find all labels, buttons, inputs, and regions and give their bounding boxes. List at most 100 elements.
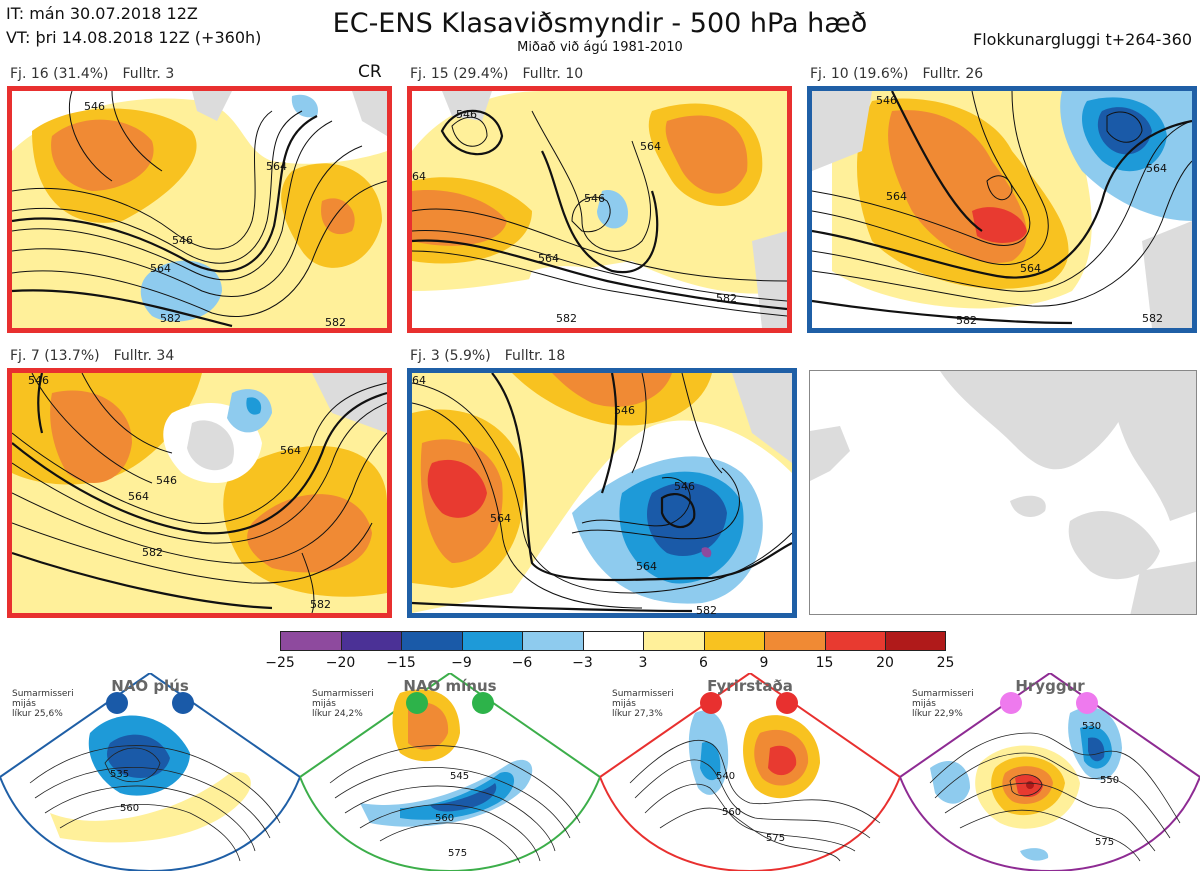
panel-4-rep: Fulltr. 34 [113, 348, 175, 364]
cluster-map-2 [407, 86, 792, 333]
panel-2-rep: Fulltr. 10 [522, 66, 584, 82]
panel-3-cluster: Fj. 10 (19.6%) [810, 66, 909, 82]
colorbar-swatch [824, 631, 885, 651]
p2-label-564-a: 564 [640, 140, 661, 153]
regime-ridge: Hryggur Sumarmisseri mijás líkur 22,9% 530… [900, 673, 1200, 871]
regime-4-dot-left [1000, 692, 1022, 714]
regime-3-dot-left [700, 692, 722, 714]
regime-blocking: Fyrirstaða Sumarmisseri mijás líkur 27,3% … [600, 673, 900, 871]
regime-1-dot-right [172, 692, 194, 714]
regime-2-note: Sumarmisseri mijás líkur 24,2% [312, 689, 374, 719]
regime-4-dot-right [1076, 692, 1098, 714]
p5-label-582: 582 [696, 604, 717, 617]
p5-label-64: 64 [412, 374, 426, 387]
page-title: EC-ENS Klasaviðsmyndir - 500 hPa hæð [332, 8, 868, 39]
colorbar-swatch [885, 631, 946, 651]
regime-1-note: Sumarmisseri mijás líkur 25,6% [12, 689, 74, 719]
regime-3-label-a: 540 [716, 771, 736, 782]
p3-label-582-b: 582 [1142, 312, 1163, 325]
panel-2-cluster: Fj. 15 (29.4%) [410, 66, 509, 82]
regime-2-label-b: 560 [435, 813, 455, 824]
regime-3-label-c: 575 [766, 833, 786, 844]
p2-label-64: 64 [412, 170, 426, 183]
regime-4-title: Hryggur [1015, 677, 1085, 695]
regime-2-label-c: 575 [448, 848, 468, 859]
p1-label-546-b: 546 [172, 234, 193, 247]
colorbar-swatch [582, 631, 643, 651]
regime-3-label-b: 560 [722, 807, 742, 818]
p1-label-564-a: 564 [266, 160, 287, 173]
p1-label-564-b: 564 [150, 262, 171, 275]
p4-label-546-b: 546 [156, 474, 177, 487]
panel-5-label: Fj. 3 (5.9%) Fulltr. 18 [410, 348, 579, 364]
p3-label-564-c: 564 [1146, 162, 1167, 175]
colorbar-swatch [401, 631, 462, 651]
colorbar-swatch [522, 631, 583, 651]
colorbar-swatch [764, 631, 825, 651]
p5-label-546-b: 546 [674, 480, 695, 493]
panel-1-rep: Fulltr. 3 [122, 66, 175, 82]
p3-label-564-b: 564 [1020, 262, 1041, 275]
regime-1-label-a: 535 [110, 769, 130, 780]
p1-label-582-b: 582 [325, 316, 346, 329]
regime-nao-minus: NAO mínus Sumarmisseri mijás líkur 24,2% 5… [300, 673, 600, 871]
panel-4-label: Fj. 7 (13.7%) Fulltr. 34 [10, 348, 188, 364]
p5-label-546-a: 546 [614, 404, 635, 417]
colorbar-tick: 25 [936, 655, 955, 671]
empty-base-map [809, 370, 1197, 615]
cluster-map-3 [807, 86, 1197, 333]
page-subtitle: Miðað við ágú 1981-2010 [517, 40, 683, 55]
p3-label-564-a: 564 [886, 190, 907, 203]
classification-window: Flokkunargluggi t+264-360 [973, 30, 1192, 49]
colorbar-tick: −6 [511, 655, 533, 671]
initial-time: IT: mán 30.07.2018 12Z [6, 4, 198, 23]
panel-5-cluster: Fj. 3 (5.9%) [410, 348, 491, 364]
regime-4-label-c: 575 [1095, 837, 1115, 848]
regime-1-label-b: 560 [120, 803, 140, 814]
panel-3-label: Fj. 10 (19.6%) Fulltr. 26 [810, 66, 997, 82]
p2-label-582-a: 582 [716, 292, 737, 305]
p5-label-564-a: 564 [490, 512, 511, 525]
colorbar-tick: 9 [759, 655, 769, 671]
regime-nao-plus: NAO plús Sumarmisseri mijás líkur 25,6% 53… [0, 673, 300, 871]
colorbar-tick: −15 [386, 655, 416, 671]
cluster-map-4 [7, 368, 392, 618]
p4-label-582-b: 582 [310, 598, 331, 611]
regime-4-note: Sumarmisseri mijás líkur 22,9% [912, 689, 974, 719]
regime-4-label-a: 530 [1082, 721, 1102, 732]
panel-4-cluster: Fj. 7 (13.7%) [10, 348, 100, 364]
regime-2-dot-right [472, 692, 494, 714]
colorbar-tick: −9 [451, 655, 472, 671]
p4-label-564-a: 564 [128, 490, 149, 503]
panel-2-label: Fj. 15 (29.4%) Fulltr. 10 [410, 66, 597, 82]
regime-1-dot-left [106, 692, 128, 714]
colorbar-tick: 3 [638, 655, 648, 671]
colorbar-swatch [703, 631, 764, 651]
colorbar-tick: 20 [876, 655, 894, 671]
p4-label-564-b: 564 [280, 444, 301, 457]
regime-3-note: Sumarmisseri mijás líkur 27,3% [612, 689, 674, 719]
p4-label-582-a: 582 [142, 546, 163, 559]
colorbar-swatch [280, 631, 341, 651]
p4-label-546-a: 546 [28, 374, 49, 387]
panel-1-label: Fj. 16 (31.4%) Fulltr. 3 [10, 66, 188, 82]
colorbar-tick: 6 [699, 655, 708, 671]
regime-2-label-a: 545 [450, 771, 470, 782]
panel-5-rep: Fulltr. 18 [504, 348, 566, 364]
regime-3-title: Fyrirstaða [707, 677, 793, 695]
regime-2-dot-left [406, 692, 428, 714]
regime-1-title: NAO plús [111, 677, 189, 695]
p2-label-582-b: 582 [556, 312, 577, 325]
regime-4-label-b: 550 [1100, 775, 1120, 786]
cluster-map-5 [407, 368, 797, 618]
p3-label-546: 546 [876, 94, 897, 107]
colorbar-swatch [340, 631, 401, 651]
p3-label-582-a: 582 [956, 314, 977, 327]
colorbar-tick: 15 [815, 655, 834, 671]
p2-label-546-a: 546 [456, 108, 477, 121]
regime-3-dot-right [776, 692, 798, 714]
panel-1-cluster: Fj. 16 (31.4%) [10, 66, 109, 82]
colorbar-tick: −20 [325, 655, 356, 671]
cluster-map-1 [7, 86, 392, 333]
p2-label-564-b: 564 [538, 252, 559, 265]
